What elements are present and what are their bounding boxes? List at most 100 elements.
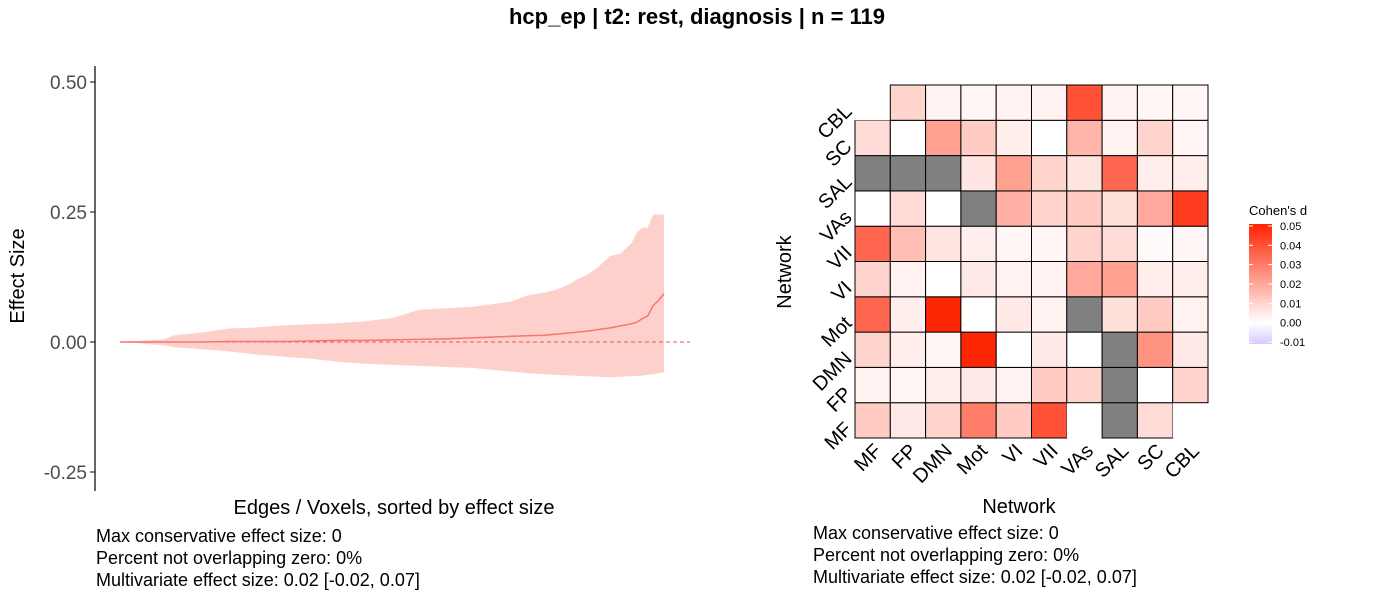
heatmap-cell bbox=[854, 261, 891, 298]
heatmap-cell bbox=[1101, 225, 1138, 262]
heatmap-cells bbox=[854, 84, 1209, 439]
chart-title: hcp_ep | t2: rest, diagnosis | n = 119 bbox=[509, 4, 885, 29]
heatmap-cell bbox=[1136, 402, 1174, 439]
heatmap-cell bbox=[889, 155, 927, 192]
heatmap-cell bbox=[925, 331, 962, 368]
heatmap-cell bbox=[925, 84, 962, 121]
confidence-band bbox=[120, 214, 664, 378]
heatmap-cell bbox=[854, 402, 891, 439]
heatmap-cell bbox=[1136, 225, 1174, 262]
colorbar-tick-label: 0.05 bbox=[1280, 221, 1301, 233]
heatmap-y-tick-label: VI bbox=[828, 277, 857, 306]
heatmap-cell bbox=[925, 190, 962, 227]
heatmap-cell bbox=[925, 296, 962, 333]
right-summary-stats: Max conservative effect size: 0 Percent … bbox=[813, 522, 1137, 588]
heatmap-cell bbox=[960, 331, 997, 368]
heatmap-cell bbox=[1066, 155, 1103, 192]
heatmap-cell bbox=[1172, 225, 1209, 262]
heatmap-cell bbox=[1136, 190, 1174, 227]
heatmap-cell bbox=[854, 296, 891, 333]
heatmap-cell bbox=[855, 85, 891, 121]
heatmap-x-tick-label: VII bbox=[1030, 440, 1063, 473]
heatmap-cell bbox=[1101, 155, 1138, 192]
heatmap-cell bbox=[1031, 155, 1068, 192]
y-axis-label: Effect Size bbox=[7, 228, 29, 323]
colorbar-tick-label: -0.01 bbox=[1280, 337, 1305, 349]
heatmap-cell bbox=[1066, 331, 1103, 368]
heatmap-cell bbox=[854, 225, 891, 262]
heatmap-cell bbox=[1172, 402, 1208, 438]
effect-size-panel: -0.25 0.00 0.25 0.50 Edges / Voxels, sorted… bbox=[7, 66, 690, 519]
heatmap-cell bbox=[854, 331, 891, 368]
heatmap-cell bbox=[960, 190, 997, 227]
heatmap-y-tick-label: SAL bbox=[814, 171, 856, 213]
heatmap-cell bbox=[995, 84, 1033, 121]
heatmap-cell bbox=[995, 261, 1033, 298]
heatmap-cell bbox=[925, 402, 962, 439]
heatmap-cell bbox=[1101, 366, 1138, 404]
heatmap-x-tick-label: DMN bbox=[909, 440, 957, 488]
heatmap-cell bbox=[1031, 225, 1068, 262]
heatmap-cell bbox=[1066, 119, 1103, 157]
colorbar-tick-label: 0.00 bbox=[1280, 318, 1301, 330]
heatmap-cell bbox=[1031, 402, 1068, 439]
heatmap-y-tick-label: VAs bbox=[816, 207, 856, 247]
y-tick-label: 0.50 bbox=[50, 73, 87, 94]
heatmap-cell bbox=[854, 155, 891, 192]
heatmap-x-axis-label: Network bbox=[982, 496, 1056, 518]
left-multivariate-effect: Multivariate effect size: 0.02 [-0.02, 0… bbox=[96, 570, 420, 590]
colorbar-legend: Cohen's d 0.05 0.04 0.03 0.02 0.01 0.00 -0.01 bbox=[1249, 203, 1307, 349]
heatmap-cell bbox=[1136, 119, 1174, 157]
right-multivariate-effect: Multivariate effect size: 0.02 [-0.02, 0… bbox=[813, 567, 1137, 587]
heatmap-cell bbox=[960, 225, 997, 262]
heatmap-cell bbox=[1101, 296, 1138, 333]
heatmap-cell bbox=[1101, 119, 1138, 157]
heatmap-cell bbox=[1031, 119, 1068, 157]
heatmap-cell bbox=[1101, 261, 1138, 298]
heatmap-cell bbox=[1066, 190, 1103, 227]
heatmap-cell bbox=[925, 155, 962, 192]
heatmap-cell bbox=[854, 190, 891, 227]
heatmap-y-tick-label: DMN bbox=[809, 348, 857, 396]
heatmap-x-tick-label: CBL bbox=[1161, 440, 1204, 483]
heatmap-cell bbox=[1136, 84, 1174, 121]
heatmap-cell bbox=[960, 261, 997, 298]
heatmap-cell bbox=[1172, 119, 1209, 157]
heatmap-cell bbox=[889, 296, 927, 333]
heatmap-cell bbox=[1031, 261, 1068, 298]
colorbar-tick-label: 0.01 bbox=[1280, 298, 1301, 310]
heatmap-cell bbox=[889, 119, 927, 157]
heatmap-y-tick-label: VII bbox=[824, 242, 857, 275]
heatmap-cell bbox=[889, 402, 927, 439]
heatmap-x-tick-label: SAL bbox=[1091, 440, 1133, 482]
heatmap-cell bbox=[1136, 366, 1174, 404]
left-percent-not-overlapping-zero: Percent not overlapping zero: 0% bbox=[96, 548, 363, 568]
effect-size-line bbox=[120, 293, 665, 343]
heatmap-x-tick-label: Mot bbox=[953, 440, 992, 479]
left-max-conservative-effect: Max conservative effect size: 0 bbox=[96, 526, 342, 546]
heatmap-cell bbox=[854, 366, 891, 404]
heatmap-x-tick-label: MF bbox=[850, 440, 886, 476]
heatmap-cell bbox=[995, 190, 1033, 227]
heatmap-cell bbox=[1066, 366, 1103, 404]
heatmap-cell bbox=[889, 190, 927, 227]
heatmap-cell bbox=[925, 225, 962, 262]
heatmap-cell bbox=[1031, 296, 1068, 333]
heatmap-cell bbox=[1172, 261, 1209, 298]
heatmap-cell bbox=[960, 84, 997, 121]
heatmap-cell bbox=[1101, 84, 1138, 121]
heatmap-x-tick-label: VAs bbox=[1058, 440, 1098, 480]
heatmap-cell bbox=[1066, 296, 1103, 333]
heatmap-cell bbox=[960, 366, 997, 404]
heatmap-cell bbox=[889, 261, 927, 298]
heatmap-y-tick-label: Mot bbox=[817, 312, 856, 351]
y-axis-ticks: -0.25 0.00 0.25 0.50 bbox=[44, 73, 95, 484]
heatmap-cell bbox=[960, 119, 997, 157]
right-max-conservative-effect: Max conservative effect size: 0 bbox=[813, 523, 1059, 543]
heatmap-cell bbox=[995, 402, 1033, 439]
heatmap-cell bbox=[1031, 331, 1068, 368]
heatmap-cell bbox=[854, 119, 891, 157]
